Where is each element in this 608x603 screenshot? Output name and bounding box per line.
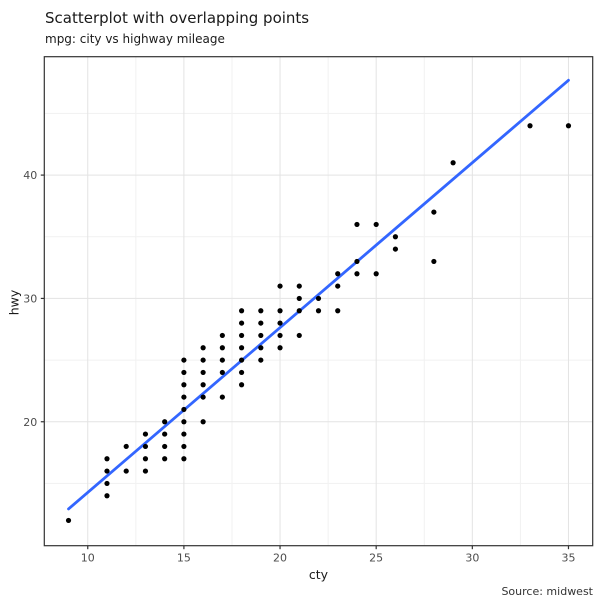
data-point: [104, 493, 110, 499]
y-tick-label: 20: [23, 416, 37, 429]
data-point: [123, 443, 129, 450]
data-point: [200, 369, 206, 376]
data-point: [142, 431, 149, 437]
data-point: [296, 332, 302, 339]
data-point: [200, 394, 206, 400]
data-point: [527, 123, 533, 129]
data-point: [277, 308, 283, 314]
data-point: [181, 406, 187, 413]
data-point: [277, 283, 283, 289]
data-point: [219, 345, 225, 351]
chart-caption: Source: midwest: [501, 585, 593, 598]
data-point: [181, 443, 187, 450]
data-point: [315, 295, 322, 302]
x-tick-label: 30: [465, 552, 479, 565]
data-point: [142, 468, 149, 474]
data-point: [258, 345, 264, 351]
chart-subtitle: mpg: city vs highway mileage: [45, 32, 225, 46]
data-point: [392, 234, 399, 240]
data-point: [162, 456, 168, 462]
x-axis-title: cty: [308, 567, 329, 582]
data-point: [123, 468, 129, 474]
data-point: [335, 308, 341, 314]
data-point: [238, 320, 245, 326]
x-tick-label: 15: [177, 552, 191, 565]
data-point: [373, 221, 379, 228]
data-point: [431, 258, 437, 265]
data-point: [238, 369, 245, 376]
data-point: [335, 283, 341, 289]
data-point: [238, 382, 245, 388]
data-point: [142, 443, 149, 450]
data-point: [65, 517, 72, 524]
data-point: [431, 209, 437, 215]
chart-title: Scatterplot with overlapping points: [45, 9, 310, 27]
data-point: [181, 357, 187, 363]
data-point: [200, 419, 206, 425]
data-point: [238, 332, 245, 339]
data-point: [354, 271, 360, 277]
y-tick-label: 30: [23, 292, 37, 305]
data-point: [181, 431, 187, 437]
data-point: [258, 332, 264, 339]
data-point: [296, 308, 302, 314]
data-point: [277, 345, 283, 351]
data-point: [450, 160, 456, 166]
data-point: [296, 283, 302, 289]
data-point: [277, 320, 283, 326]
data-point: [104, 456, 110, 462]
data-point: [219, 369, 225, 376]
data-point: [200, 357, 206, 363]
data-point: [335, 271, 341, 277]
data-point: [181, 382, 187, 388]
data-point: [258, 357, 264, 363]
axis-ticks: 10 15 20 25 30 35 20 30 40: [23, 169, 575, 565]
data-point: [181, 369, 187, 376]
x-tick-label: 10: [81, 552, 95, 565]
data-point: [104, 480, 110, 487]
x-tick-label: 20: [273, 552, 287, 565]
data-point: [277, 332, 283, 339]
data-point: [296, 295, 302, 302]
data-point: [200, 382, 206, 388]
y-axis-title: hwy: [6, 289, 22, 316]
data-point: [181, 394, 187, 400]
data-point: [258, 308, 264, 314]
data-point: [181, 419, 187, 425]
data-point: [258, 320, 264, 326]
data-point: [181, 456, 187, 462]
data-point: [162, 443, 168, 450]
panel-border: [43, 56, 594, 547]
data-point: [354, 258, 360, 265]
data-point: [162, 431, 168, 437]
data-point: [238, 308, 245, 314]
data-point: [565, 123, 572, 129]
x-tick-label: 35: [561, 552, 575, 565]
trend-line: [67, 78, 570, 511]
data-point: [238, 345, 245, 351]
data-point: [219, 394, 225, 400]
data-point: [104, 468, 110, 474]
data-point: [315, 308, 322, 314]
data-point: [354, 221, 360, 228]
grid-minor: [44, 56, 593, 546]
data-point: [392, 246, 399, 252]
data-point: [373, 271, 379, 277]
data-point: [200, 345, 206, 351]
data-points: [65, 123, 572, 524]
data-point: [219, 332, 225, 339]
data-point: [219, 357, 225, 363]
data-point: [142, 456, 149, 462]
data-point: [238, 357, 245, 363]
data-point: [162, 419, 168, 425]
x-tick-label: 25: [369, 552, 383, 565]
y-tick-label: 40: [23, 169, 37, 182]
